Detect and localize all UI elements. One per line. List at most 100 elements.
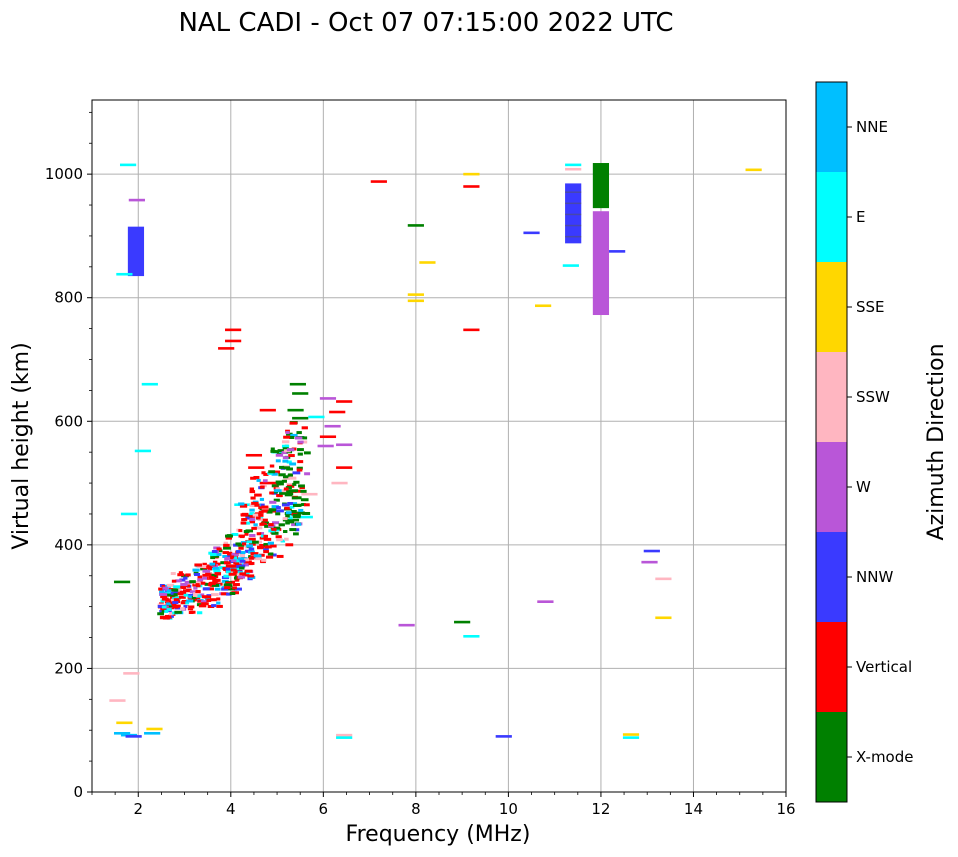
trace-cell <box>183 593 189 597</box>
trace-cell <box>208 551 216 555</box>
trace-cell <box>191 595 197 599</box>
trace-cell <box>276 482 284 486</box>
trace-cell <box>261 505 269 509</box>
trace-cell <box>275 459 281 463</box>
trace-cell <box>288 454 295 458</box>
trace-cell <box>265 555 274 559</box>
trace-cell <box>282 447 289 451</box>
trace-cell <box>160 599 165 603</box>
echo-column-stripe <box>565 191 582 193</box>
trace-cell <box>259 536 267 540</box>
trace-cell <box>208 567 216 571</box>
trace-cell <box>270 553 277 557</box>
x-axis-label: Frequency (MHz) <box>346 822 531 847</box>
trace-cell <box>289 421 298 425</box>
trace-cell <box>263 534 269 538</box>
trace-cell <box>182 589 191 593</box>
trace-cell <box>232 552 237 556</box>
trace-cell <box>249 533 256 537</box>
trace-cell <box>166 608 172 612</box>
trace-cell <box>252 513 259 517</box>
echo-cell <box>113 732 131 735</box>
trace-cell <box>254 557 262 561</box>
trace-cell <box>213 569 221 573</box>
trace-cell <box>286 432 293 436</box>
trace-cell <box>248 542 256 546</box>
trace-cell <box>249 520 256 524</box>
x-axis: 2 4 6 8 10 12 14 16 <box>91 792 796 818</box>
trace-cell <box>297 496 302 500</box>
trace-cell <box>259 532 265 536</box>
trace-cell <box>246 540 253 544</box>
trace-cell <box>280 539 286 543</box>
trace-cell <box>285 486 292 490</box>
trace-cell <box>263 472 269 476</box>
trace-cell <box>269 500 277 504</box>
trace-cell <box>259 544 267 548</box>
x-tick-label: 16 <box>776 800 795 818</box>
trace-cell <box>228 572 236 576</box>
echo-cell <box>336 466 353 469</box>
trace-cell <box>214 572 222 576</box>
echo-cell <box>622 736 640 739</box>
trace-cell <box>160 607 167 611</box>
x-tick-label: 6 <box>319 800 329 818</box>
trace-cell <box>223 583 232 587</box>
trace-cell <box>276 538 283 542</box>
trace-cell <box>271 484 279 488</box>
trace-cell <box>285 431 290 435</box>
trace-cell <box>190 610 196 614</box>
trace-cell <box>299 486 305 490</box>
echo-cell <box>128 198 145 202</box>
trace-cell <box>189 590 196 594</box>
y-tick-label: 200 <box>54 659 83 677</box>
trace-cell <box>225 534 233 538</box>
trace-cell <box>161 597 169 601</box>
trace-cell <box>274 489 282 493</box>
trace-cell <box>289 520 295 524</box>
trace-cell <box>166 583 175 587</box>
trace-cell <box>250 552 259 556</box>
echo-cell <box>407 299 424 303</box>
trace-cell <box>234 587 242 591</box>
trace-cell <box>283 530 288 534</box>
trace-cell <box>214 587 221 591</box>
trace-cell <box>277 449 285 453</box>
echo-marks <box>109 163 762 739</box>
trace-cell <box>225 570 231 574</box>
trace-cell <box>270 508 275 512</box>
trace-cell <box>202 587 211 591</box>
trace-cell <box>249 512 255 516</box>
trace-cell <box>245 516 253 520</box>
echo-cell <box>336 736 353 739</box>
trace-cell <box>254 526 263 530</box>
trace-cell <box>289 528 297 532</box>
trace-cell <box>297 448 304 452</box>
trace-cell <box>187 607 194 611</box>
trace-cell <box>292 502 298 506</box>
x-tick-label: 8 <box>411 800 421 818</box>
echo-cell <box>565 167 582 171</box>
echo-cell <box>463 328 480 332</box>
trace-cell <box>281 451 288 455</box>
echo-cell <box>301 492 318 496</box>
echo-column <box>592 163 610 209</box>
trace-cell <box>267 541 274 545</box>
trace-cell <box>284 537 289 541</box>
trace-cell <box>202 569 211 573</box>
echo-cell <box>271 450 288 454</box>
trace-cell <box>275 528 280 532</box>
trace-cell <box>212 560 218 564</box>
echo-column-stripe <box>565 202 582 205</box>
trace-cell <box>267 552 274 556</box>
echo-cell <box>308 415 325 419</box>
trace-cell <box>275 487 280 491</box>
trace-cell <box>266 510 273 514</box>
trace-cell <box>258 513 264 517</box>
trace-cell <box>171 598 176 602</box>
trace-cell <box>179 595 186 599</box>
trace-cell <box>159 590 165 594</box>
echo-cell <box>109 699 126 702</box>
trace-cell <box>296 468 303 472</box>
colorbar-label-w: W <box>856 478 871 496</box>
